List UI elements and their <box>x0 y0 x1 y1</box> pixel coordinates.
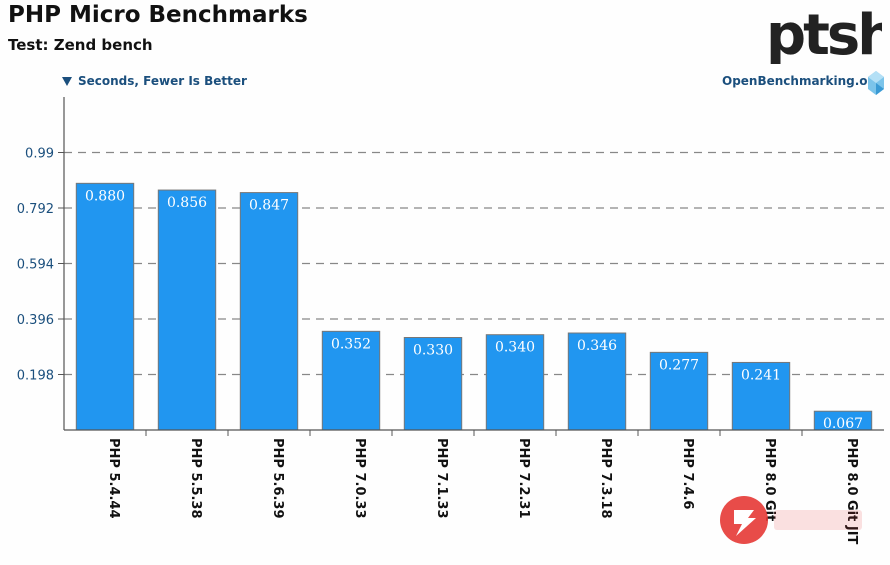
grid-lines <box>64 151 884 376</box>
bar <box>731 361 791 431</box>
bar-value-label: 0.067 <box>823 416 863 432</box>
category-label: PHP 7.0.33 <box>352 438 367 519</box>
category-label: PHP 7.2.31 <box>516 438 531 519</box>
bar-value-label: 0.856 <box>167 195 207 211</box>
category-label: PHP 7.4.6 <box>680 438 695 509</box>
bar <box>157 189 217 431</box>
labels: 0.198 0.396 0.594 0.792 0.99 0.880 PHP 5.4.44 0… <box>17 147 863 545</box>
bar <box>567 332 627 431</box>
bar-value-label: 0.880 <box>85 188 125 204</box>
y-tick-label: 0.594 <box>17 258 54 273</box>
bar-value-label: 0.330 <box>413 343 453 359</box>
bar <box>75 182 135 431</box>
chart-title: PHP Micro Benchmarks <box>8 2 308 28</box>
pts-logo-text: ptsh <box>766 3 882 64</box>
chart-subtitle: Test: Zend bench <box>8 36 153 54</box>
watermark-logo <box>720 496 862 544</box>
openbenchmarking-icon <box>868 71 884 95</box>
bar <box>239 192 299 431</box>
y-tick-label: 0.198 <box>17 369 54 384</box>
bar-value-label: 0.847 <box>249 198 289 214</box>
units-label: Seconds, Fewer Is Better <box>62 74 247 88</box>
category-label: PHP 5.6.39 <box>270 438 285 519</box>
bar-value-label: 0.346 <box>577 338 617 354</box>
bar-value-label: 0.340 <box>495 340 535 356</box>
bar-value-label: 0.277 <box>659 357 699 373</box>
units-text: Seconds, Fewer Is Better <box>78 74 247 88</box>
bar-value-label: 0.352 <box>331 336 371 352</box>
category-label: PHP 8.0 Git JIT <box>844 438 859 545</box>
category-label: PHP 5.5.38 <box>188 438 203 519</box>
bars <box>75 182 873 431</box>
axes <box>58 97 884 436</box>
pts-logo: ptsh <box>766 3 882 64</box>
triangle-down-icon <box>62 77 72 86</box>
bar <box>403 337 463 431</box>
openbenchmarking-link[interactable]: OpenBenchmarking.org <box>722 74 883 88</box>
bar-value-label: 0.241 <box>741 367 781 383</box>
category-label: PHP 5.4.44 <box>106 438 121 519</box>
y-tick-label: 0.792 <box>17 202 54 217</box>
y-tick-label: 0.396 <box>17 313 54 328</box>
y-tick-label: 0.99 <box>25 147 54 162</box>
category-label: PHP 8.0 Git <box>762 438 777 521</box>
category-label: PHP 7.1.33 <box>434 438 449 519</box>
category-label: PHP 7.3.18 <box>598 438 613 519</box>
bar <box>321 330 381 431</box>
